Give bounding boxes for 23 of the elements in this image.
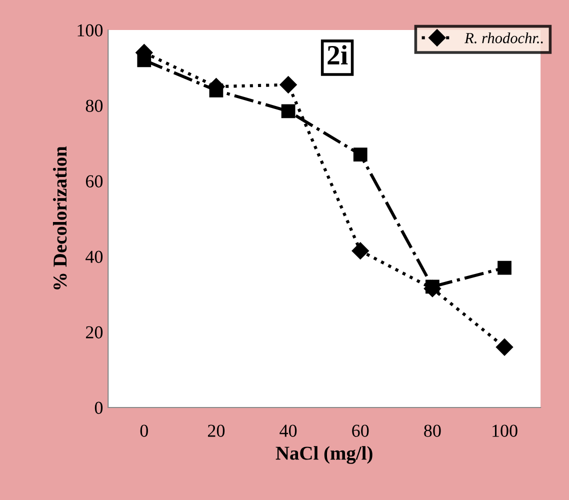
x-tick-label: 40 xyxy=(280,424,297,437)
x-tick-label: 60 xyxy=(352,424,369,437)
legend-label: R. rhodochr.. xyxy=(464,32,543,44)
x-tick-label: 100 xyxy=(492,424,518,437)
x-tick-label: 20 xyxy=(208,424,225,437)
point xyxy=(424,280,441,298)
point xyxy=(281,104,296,118)
y-tick-label: 60 xyxy=(86,175,103,188)
point xyxy=(280,76,297,94)
y-tick-label: 0 xyxy=(94,402,103,414)
y-tick-label: 20 xyxy=(86,326,103,338)
x-tick-label: 80 xyxy=(424,424,441,437)
point xyxy=(352,242,369,260)
x-axis-title: NaCl (mg/l) xyxy=(276,446,372,464)
annotation: 2i xyxy=(328,45,348,64)
point xyxy=(353,148,368,162)
y-axis-title: % Decolorization xyxy=(52,146,67,290)
y-tick-label: 100 xyxy=(78,24,103,36)
point xyxy=(496,338,514,356)
x-tick-label: 0 xyxy=(140,424,148,437)
y-tick-label: 40 xyxy=(86,250,103,263)
point xyxy=(498,260,512,275)
y-tick-label: 80 xyxy=(86,100,103,112)
